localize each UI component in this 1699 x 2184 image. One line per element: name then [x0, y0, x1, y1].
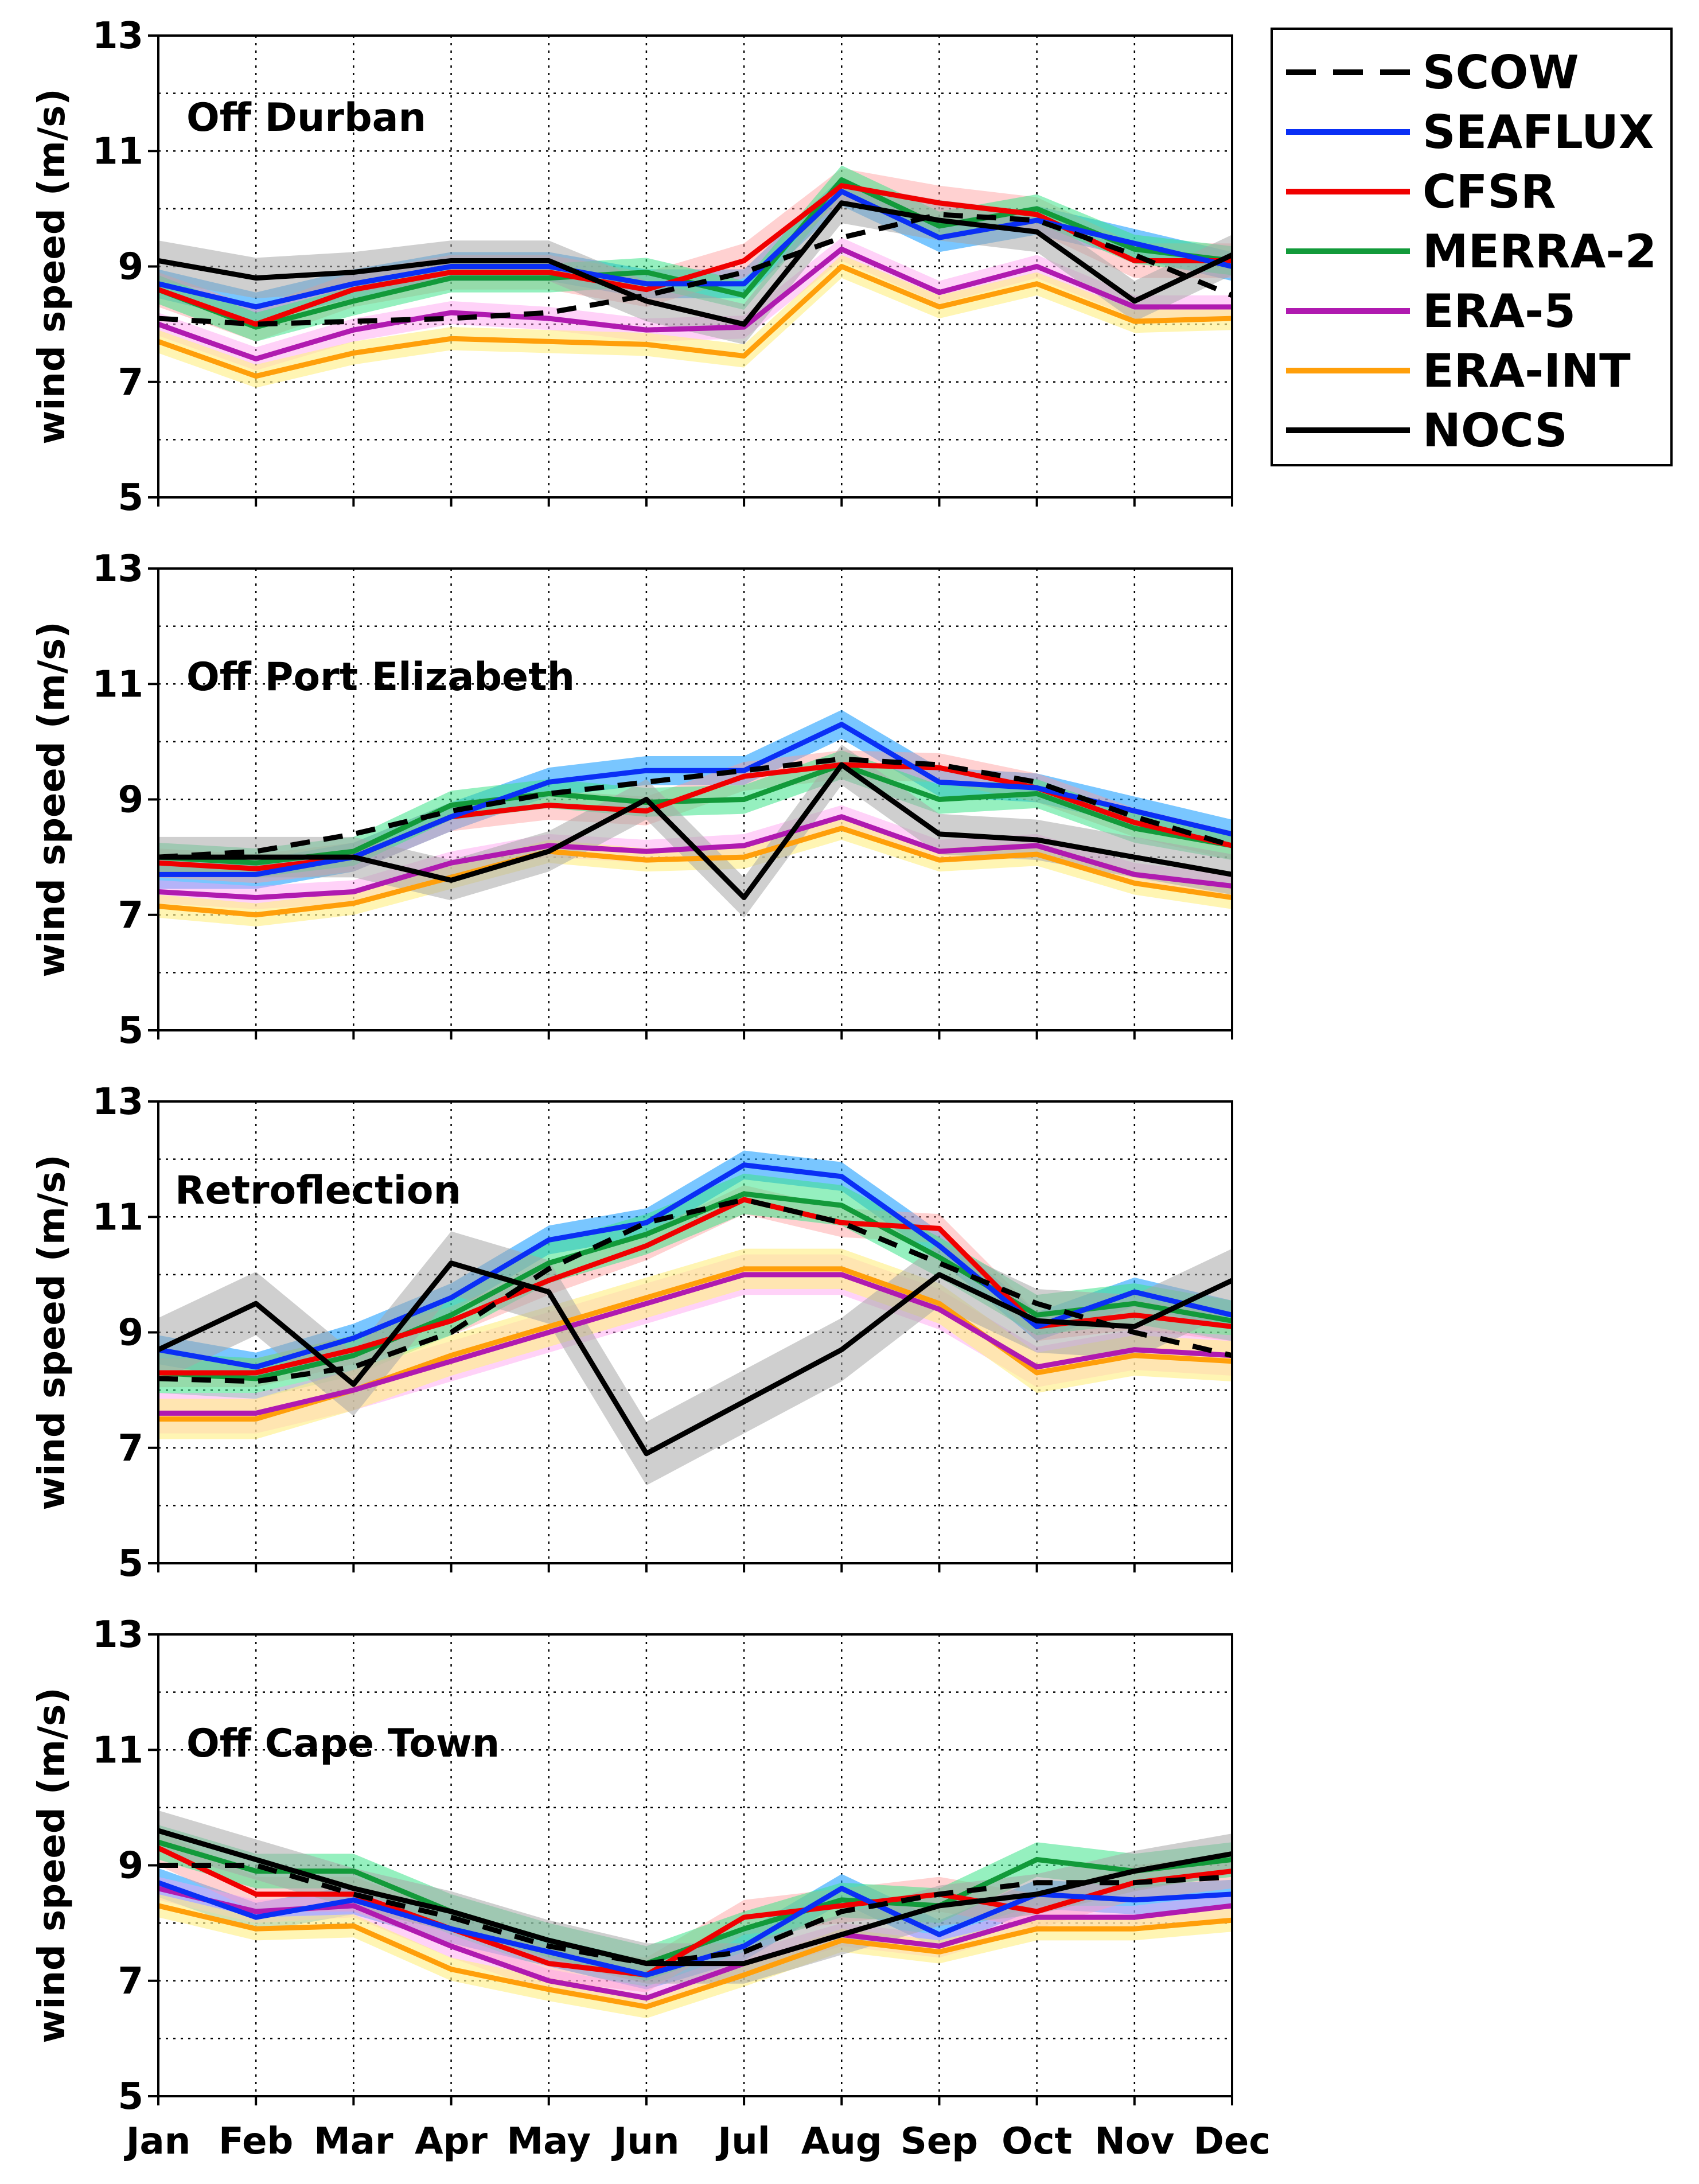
y-tick-label: 9	[118, 779, 143, 822]
y-axis: 5 7 9 11 13	[92, 1081, 158, 1585]
series-line-merra-2	[158, 1191, 1233, 1381]
y-tick-label: 5	[118, 477, 143, 519]
legend-label: ERA-5	[1423, 285, 1576, 338]
y-tick-label: 13	[92, 15, 143, 57]
series-line-scow	[158, 756, 1233, 860]
x-tick-label: Sep	[901, 2120, 978, 2163]
x-tick-label: Nov	[1094, 2120, 1174, 2163]
x-tick-label: May	[506, 2120, 591, 2163]
x-tick-label: Jun	[611, 2120, 679, 2163]
series-line-nocs	[158, 200, 1233, 327]
band-era-5	[158, 1254, 1232, 1434]
series-line-seaflux	[158, 722, 1233, 877]
y-axis-label: wind speed (m/s)	[31, 621, 73, 977]
x-tick-label: Oct	[1002, 2120, 1072, 2163]
y-axis-label: wind speed (m/s)	[31, 1687, 73, 2043]
panel-title: Off Port Elizabeth	[186, 655, 575, 700]
y-tick-label: 9	[118, 1312, 143, 1354]
y-tick-label: 11	[92, 1196, 143, 1239]
y-tick-label: 11	[92, 663, 143, 706]
y-tick-label: 7	[118, 1427, 143, 1470]
series-lines	[157, 1828, 1233, 2010]
series-line-nocs	[157, 1260, 1233, 1457]
panel-title: Retroflection	[175, 1168, 461, 1213]
legend-item-cfsr: CFSR	[1286, 165, 1556, 219]
y-tick-label: 5	[118, 1010, 143, 1052]
x-tick-label: Dec	[1194, 2120, 1271, 2163]
x-tick-label: Apr	[415, 2120, 488, 2163]
legend-item-era-5: ERA-5	[1286, 285, 1576, 338]
legend-label: NOCS	[1423, 404, 1568, 457]
y-tick-label: 5	[118, 1543, 143, 1585]
x-axis: Jan Feb Mar Apr May Jun Jul Aug Sep Oct Nov Dec	[124, 2120, 1271, 2163]
series-line-cfsr	[157, 1846, 1233, 1978]
y-tick-label: 11	[92, 130, 143, 173]
y-tick-label: 13	[92, 1081, 143, 1123]
y-tick-label: 13	[92, 1614, 143, 1656]
legend-box	[1271, 28, 1673, 466]
series-lines	[157, 177, 1233, 379]
y-axis: 5 7 9 11 13	[92, 548, 158, 1052]
series-line-era-int	[157, 1903, 1233, 2010]
band-merra-2	[158, 750, 1232, 878]
legend-item-scow: SCOW	[1286, 46, 1579, 99]
legend-label: SCOW	[1423, 46, 1579, 99]
series-line-era-int	[158, 826, 1233, 918]
panel-off-cape-town: 5 7 9 11 13 wind speed (m/s) Off Cape Town Jan F…	[31, 1614, 1271, 2163]
legend-label: ERA-INT	[1423, 344, 1631, 398]
legend-label: CFSR	[1423, 165, 1556, 219]
panels: 5 7 9 11 13 wind speed (m/s) Off Durban 5 7 9 11 13…	[31, 15, 1271, 2163]
series-line-era-5	[158, 1272, 1233, 1416]
y-tick-label: 7	[118, 361, 143, 404]
y-axis-label: wind speed (m/s)	[31, 88, 73, 444]
panel-retroflection: 5 7 9 11 13 wind speed (m/s) Retroflection	[31, 1081, 1233, 1585]
series-line-cfsr	[158, 1197, 1233, 1376]
y-tick-label: 13	[92, 548, 143, 590]
panel-off-port-elizabeth: 5 7 9 11 13 wind speed (m/s) Off Port Elizabet…	[31, 548, 1233, 1052]
series-line-seaflux	[157, 1880, 1233, 1978]
x-tick-label: Jul	[715, 2120, 770, 2163]
series-line-scow	[158, 1863, 1233, 1967]
x-tick-label: Feb	[219, 2120, 293, 2163]
y-axis-label: wind speed (m/s)	[31, 1154, 73, 1510]
y-tick-label: 7	[118, 1960, 143, 2003]
legend-item-seaflux: SEAFLUX	[1286, 106, 1654, 159]
y-tick-label: 9	[118, 1845, 143, 1887]
series-line-scow	[158, 212, 1233, 327]
series-line-nocs	[157, 1828, 1233, 1967]
y-tick-label: 5	[118, 2076, 143, 2118]
y-tick-label: 11	[92, 1729, 143, 1772]
panel-title: Off Durban	[186, 95, 426, 141]
series-line-nocs	[158, 762, 1233, 901]
x-tick-label: Aug	[801, 2120, 882, 2163]
series-line-era-5	[157, 1886, 1233, 2001]
legend-label: SEAFLUX	[1423, 106, 1654, 159]
series-line-era-int	[157, 264, 1233, 379]
legend-item-merra-2: MERRA-2	[1286, 225, 1657, 278]
legend-item-era-int: ERA-INT	[1286, 344, 1631, 398]
x-tick-label: Mar	[314, 2120, 393, 2163]
legend-item-nocs: NOCS	[1286, 404, 1568, 457]
y-tick-label: 7	[118, 894, 143, 937]
legend-label: MERRA-2	[1423, 225, 1657, 278]
y-tick-label: 9	[118, 246, 143, 289]
series-line-era-5	[157, 246, 1232, 361]
panel-off-durban: 5 7 9 11 13 wind speed (m/s) Off Durban	[31, 15, 1233, 519]
panel-title: Off Cape Town	[186, 1721, 500, 1766]
legend: SCOW SEAFLUX CFSR MERRA-2 ERA-5 ERA-INT NOCS	[1271, 28, 1673, 466]
y-axis: 5 7 9 11 13	[92, 1614, 158, 2118]
series-line-merra-2	[158, 762, 1233, 866]
y-axis: 5 7 9 11 13	[92, 15, 158, 519]
series-lines	[157, 1162, 1233, 1457]
series-lines	[158, 722, 1233, 918]
x-tick-label: Jan	[124, 2120, 191, 2163]
